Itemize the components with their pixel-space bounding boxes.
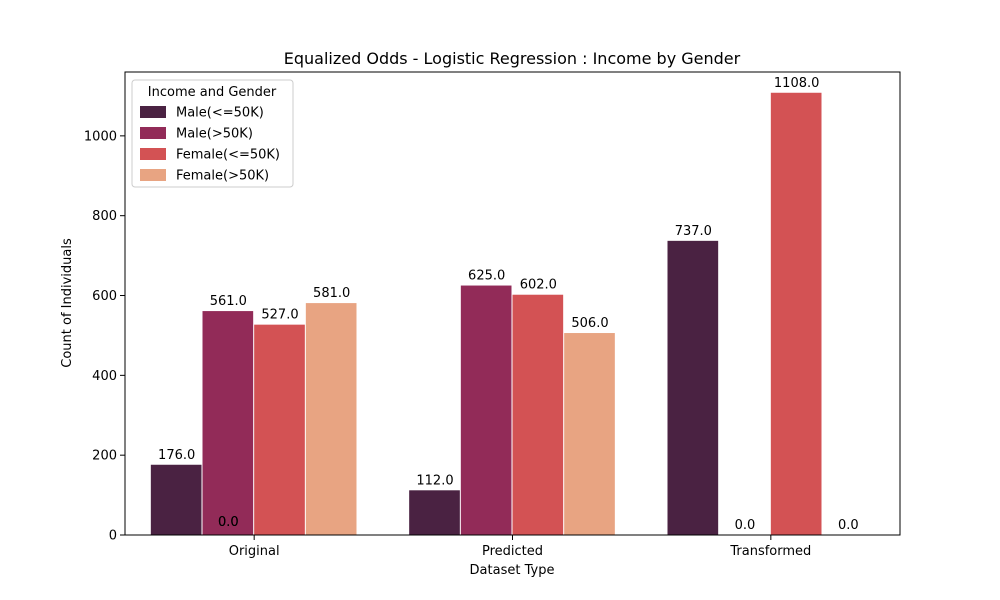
legend-swatch-female-50k: [140, 169, 166, 181]
legend-swatch-female-50k: [140, 148, 166, 160]
y-tick-label-200: 200: [92, 449, 117, 464]
y-tick-label-1000: 1000: [84, 129, 117, 144]
data-label-transformed-male-50k: 737.0: [675, 224, 712, 239]
legend-box: [131, 79, 294, 188]
x-tick-label-transformed: Transformed: [729, 544, 811, 559]
data-label-transformed-male-50k: 0.0: [735, 518, 756, 533]
legend-label-male-50k: Male(>50K): [176, 127, 253, 142]
bar-original-female-50k: [254, 324, 305, 535]
data-label-transformed-female-50k: 1108.0: [774, 76, 820, 91]
legend-title: Income and Gender: [148, 85, 277, 100]
legend: Income and Gender Male(<=50K) Male(>50K) F…: [131, 79, 294, 188]
y-tick-label-600: 600: [92, 289, 117, 304]
bar-predicted-female-50k: [512, 294, 564, 535]
bar-predicted-male-50k: [460, 285, 512, 535]
data-label-predicted-female-50k: 506.0: [571, 316, 608, 331]
legend-label-male-50k: Male(<=50K): [176, 106, 264, 121]
data-label-predicted-male-50k: 625.0: [468, 269, 505, 284]
bar-transformed-female-50k: [770, 92, 822, 535]
bar-predicted-male-50k: [409, 490, 460, 535]
legend-label-female-50k: Female(>50K): [176, 169, 269, 184]
data-label-predicted-female-50k: 602.0: [520, 278, 557, 293]
plot-area: 176.0 112.0 737.0 561.0 625.0 0.0 527.0 602.0 11…: [84, 71, 901, 559]
bar-original-female-50k: [305, 303, 357, 535]
chart-title: Equalized Odds - Logistic Regression : I…: [284, 49, 741, 68]
y-tick-label-400: 400: [92, 369, 117, 384]
y-tick-label-0: 0: [109, 529, 117, 544]
legend-swatch-male-50k: [140, 106, 166, 118]
bar-original-male-50k: [150, 464, 202, 535]
bar-predicted-female-50k: [564, 333, 615, 535]
data-label-original-male-50k: 561.0: [210, 294, 247, 309]
bar-original-male-50k: [202, 311, 254, 535]
bar-transformed-male-50k: [667, 240, 719, 535]
legend-label-female-50k: Female(<=50K): [176, 148, 280, 163]
data-label-transformed-female-50k: 0.0: [838, 518, 859, 533]
data-label-predicted-male-50k: 112.0: [416, 473, 453, 488]
data-label-original-male-50k: 176.0: [158, 448, 195, 463]
y-tick-label-800: 800: [92, 209, 117, 224]
x-tick-label-predicted: Predicted: [482, 544, 543, 559]
data-label-zero-original-0: 0.0: [218, 515, 239, 530]
data-label-original-female-50k: 527.0: [261, 308, 298, 323]
data-label-zero-original-1: 0.0: [218, 515, 239, 530]
y-axis-label: Count of Individuals: [60, 238, 75, 368]
x-axis-label: Dataset Type: [470, 563, 555, 578]
legend-swatch-male-50k: [140, 127, 166, 139]
data-label-original-female-50k: 581.0: [313, 286, 350, 301]
x-tick-label-original: Original: [229, 544, 280, 559]
